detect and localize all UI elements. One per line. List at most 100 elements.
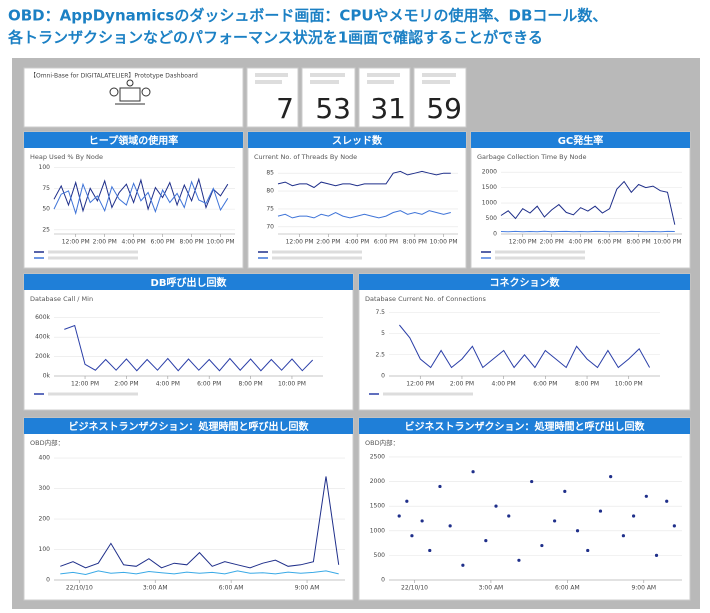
series-line (53, 180, 229, 216)
x-tick-label: 4:00 PM (345, 239, 369, 246)
point (448, 524, 452, 528)
x-tick-label: 22/10/10 (401, 585, 428, 592)
point (553, 519, 557, 523)
tile-value: 7 (276, 92, 294, 125)
x-tick-label: 9:00 AM (631, 585, 656, 592)
panel (358, 273, 691, 411)
y-tick-label: 0 (493, 231, 497, 238)
blurred-label (310, 80, 339, 84)
y-tick-label: 2000 (482, 169, 497, 176)
series-line (53, 177, 229, 213)
panel-subtitle: Heap Used % By Node (30, 153, 103, 161)
y-tick-label: 400 (39, 455, 51, 462)
point (494, 504, 498, 508)
panel-heading: DB呼び出し回数 (151, 276, 228, 289)
x-tick-label: 6:00 PM (598, 239, 622, 246)
tile (301, 67, 356, 128)
blurred-label (255, 80, 282, 84)
blurred-label (367, 80, 394, 84)
x-tick-label: 10:00 PM (654, 239, 682, 246)
point (484, 539, 488, 543)
point (672, 524, 676, 528)
x-tick-label: 8:00 PM (179, 239, 203, 246)
point (665, 499, 669, 503)
x-tick-label: 22/10/10 (66, 585, 93, 592)
tile-value: 53 (315, 92, 351, 125)
panel-subtitle: Database Call / Min (30, 295, 93, 303)
panel (470, 131, 691, 269)
icon (109, 79, 151, 105)
panel-subtitle: Database Current No. of Connections (365, 295, 487, 303)
x-tick-label: 12:00 PM (406, 381, 434, 388)
y-tick-label: 50 (42, 206, 50, 213)
y-tick-label: 75 (266, 205, 274, 212)
blurred-legend (272, 250, 362, 254)
series-line (64, 324, 314, 372)
y-tick-label: 25 (42, 226, 50, 233)
point (410, 534, 414, 538)
x-tick-label: 6:00 PM (374, 239, 398, 246)
x-tick-label: 12:00 PM (286, 239, 314, 246)
x-tick-label: 2:00 PM (114, 381, 138, 388)
blurred-legend (48, 256, 138, 260)
panel-subtitle: OBD内部： (30, 438, 64, 447)
point (540, 543, 544, 548)
series-line (60, 476, 340, 569)
x-tick-label: 10:00 PM (430, 239, 458, 246)
panel-header (24, 132, 243, 148)
caption-line: OBD：AppDynamicsのダッシュボード画面：CPUやメモリの使用率、DB… (8, 7, 607, 25)
point (428, 548, 432, 553)
point (530, 479, 534, 484)
title-box (23, 67, 244, 128)
blurred-label (255, 73, 288, 77)
point (586, 548, 590, 553)
x-tick-label: 9:00 AM (295, 585, 320, 592)
blurred-label (310, 73, 345, 77)
y-tick-label: 0 (381, 577, 385, 584)
x-tick-label: 6:00 AM (219, 585, 244, 592)
series-line (277, 210, 451, 219)
blurred-label (422, 80, 450, 84)
panel (358, 417, 691, 601)
x-tick-label: 10:00 PM (278, 381, 306, 388)
panel-header (359, 274, 690, 290)
x-tick-label: 6:00 AM (555, 585, 580, 592)
y-tick-label: 0 (46, 577, 50, 584)
y-tick-label: 200 (39, 516, 51, 523)
x-tick-label: 6:00 PM (533, 381, 557, 388)
blurred-label (367, 73, 400, 77)
blurred-legend (48, 392, 138, 396)
panel-heading: ビジネストランザクション：処理時間と呼び出し回数 (69, 420, 310, 433)
y-tick-label: 75 (42, 185, 50, 192)
x-tick-label: 10:00 PM (615, 381, 643, 388)
panel-heading: GC発生率 (558, 134, 604, 147)
x-tick-label: 3:00 AM (143, 585, 168, 592)
panel-header (359, 418, 690, 434)
panel (247, 131, 467, 269)
panel (23, 417, 354, 601)
point (654, 553, 659, 557)
point (420, 519, 424, 523)
x-tick-label: 12:00 PM (71, 381, 99, 388)
dashboard-title: 【Omni-Base for DIGITALATELIER】Prototype … (30, 73, 198, 80)
y-tick-label: 1500 (482, 184, 497, 191)
tile (246, 67, 299, 128)
y-tick-label: 500 (374, 552, 386, 559)
x-tick-label: 4:00 PM (122, 239, 146, 246)
point (438, 484, 442, 489)
x-tick-label: 2:00 PM (540, 239, 564, 246)
panel-heading: スレッド数 (332, 134, 383, 147)
panel-header (248, 132, 466, 148)
y-tick-label: 0k (43, 373, 51, 380)
x-tick-label: 6:00 PM (151, 239, 175, 246)
panel-heading: ビジネストランザクション：処理時間と呼び出し回数 (405, 420, 646, 433)
x-tick-label: 12:00 PM (509, 239, 537, 246)
tile (358, 67, 411, 128)
point (631, 514, 636, 518)
x-tick-label: 6:00 PM (197, 381, 221, 388)
point (397, 514, 401, 518)
point (471, 470, 475, 474)
series-line (399, 324, 651, 369)
blurred-legend (383, 392, 473, 396)
y-tick-label: 200k (35, 353, 50, 360)
